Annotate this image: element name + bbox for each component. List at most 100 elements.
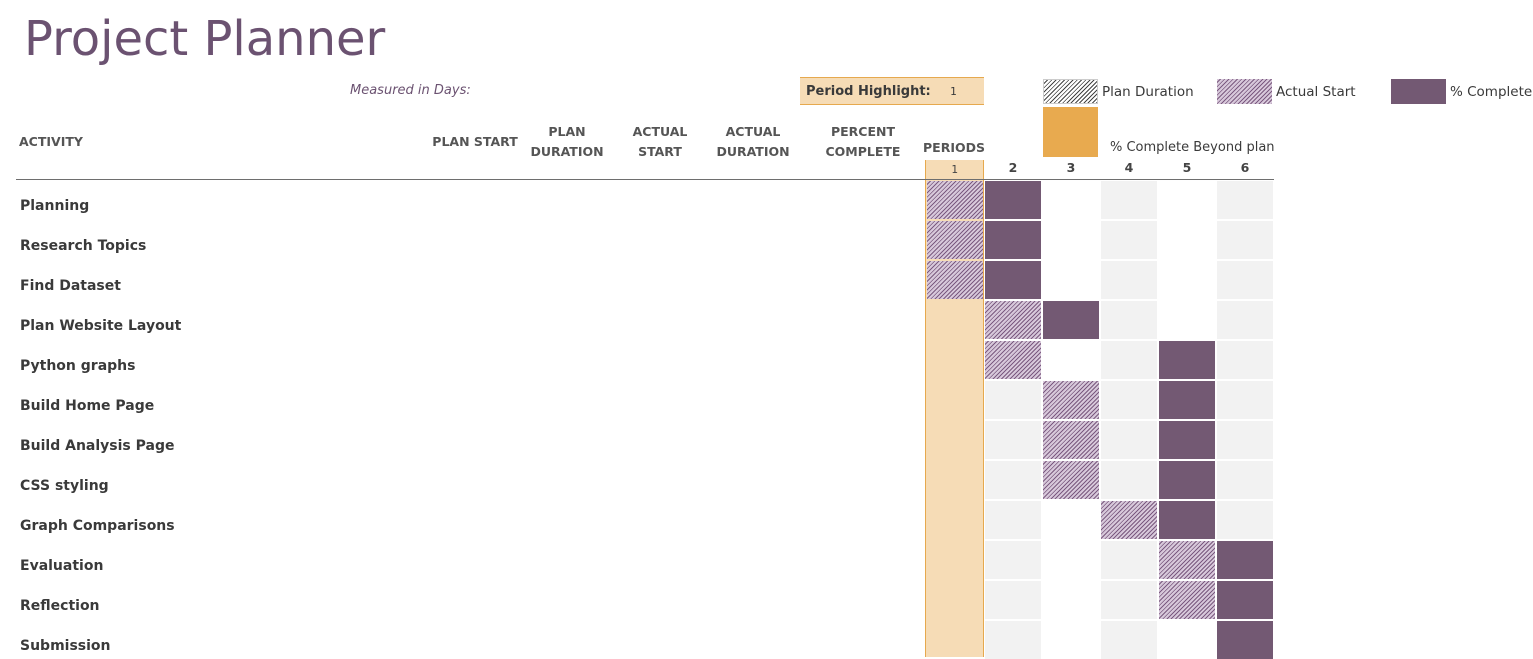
gantt-cell-actual — [1043, 381, 1099, 419]
activity-label: Evaluation — [20, 558, 104, 574]
period-number-2: 2 — [1008, 160, 1018, 175]
gantt-cell-empty — [1159, 301, 1215, 339]
gantt-cell-empty — [1101, 461, 1157, 499]
activity-label: Graph Comparisons — [20, 518, 175, 534]
gantt-cell-complete — [1217, 581, 1273, 619]
gantt-cell-empty — [985, 501, 1041, 539]
gantt-cell-empty — [1159, 621, 1215, 659]
gantt-cell-actual — [1159, 581, 1215, 619]
gantt-cell-empty — [1043, 221, 1099, 259]
period-number-5: 5 — [1182, 160, 1192, 175]
gantt-cell-complete — [985, 261, 1041, 299]
gantt-cell-empty — [1043, 501, 1099, 539]
percent-complete-swatch — [1391, 79, 1446, 104]
gantt-cell-empty — [1217, 381, 1273, 419]
period-number-3: 3 — [1066, 160, 1076, 175]
legend-actual-start: Actual Start — [1276, 84, 1356, 100]
gantt-cell-actual — [927, 261, 983, 299]
gantt-cell-empty — [1101, 541, 1157, 579]
gantt-cell-complete — [1217, 541, 1273, 579]
gantt-cell-empty — [1217, 421, 1273, 459]
gantt-cell-empty — [1043, 581, 1099, 619]
gantt-cell-empty — [1043, 261, 1099, 299]
gantt-cell-empty — [1159, 221, 1215, 259]
col-actual-duration: ACTUAL DURATION — [708, 122, 798, 162]
gantt-cell-empty — [985, 621, 1041, 659]
page-title: Project Planner — [24, 11, 386, 67]
highlight-period-column — [925, 180, 984, 657]
col-activity: ACTIVITY — [19, 134, 83, 149]
gantt-cell-empty — [1101, 581, 1157, 619]
gantt-cell-actual — [1101, 501, 1157, 539]
col-actual-start: ACTUAL START — [615, 122, 705, 162]
activity-label: Submission — [20, 638, 111, 654]
gantt-cell-empty — [1101, 341, 1157, 379]
gantt-cell-empty — [985, 461, 1041, 499]
gantt-cell-empty — [985, 421, 1041, 459]
col-plan-start: PLAN START — [432, 134, 518, 149]
gantt-cell-empty — [1043, 541, 1099, 579]
activity-label: Research Topics — [20, 238, 147, 254]
gantt-cell-actual — [927, 221, 983, 259]
gantt-cell-empty — [1101, 261, 1157, 299]
legend-plan-duration: Plan Duration — [1102, 84, 1194, 100]
gantt-cell-complete — [1217, 621, 1273, 659]
activity-label: Build Home Page — [20, 398, 155, 414]
gantt-cell-empty — [1101, 621, 1157, 659]
col-percent-complete: PERCENT COMPLETE — [818, 122, 908, 162]
gantt-cell-empty — [985, 541, 1041, 579]
gantt-cell-complete — [1159, 381, 1215, 419]
col-actual-start-line2: START — [638, 144, 682, 159]
gantt-cell-complete — [1159, 421, 1215, 459]
gantt-cell-actual — [927, 181, 983, 219]
col-actual-start-line1: ACTUAL — [632, 124, 688, 139]
plan-duration-swatch — [1043, 79, 1098, 104]
activity-label: Planning — [20, 198, 90, 214]
gantt-cell-complete — [1159, 341, 1215, 379]
gantt-cell-empty — [1043, 341, 1099, 379]
gantt-cell-empty — [985, 381, 1041, 419]
activity-label: Plan Website Layout — [20, 318, 182, 334]
col-actual-duration-line2: DURATION — [716, 144, 790, 159]
activity-label: CSS styling — [20, 478, 109, 494]
gantt-cell-complete — [1159, 501, 1215, 539]
activity-label: Python graphs — [20, 358, 136, 374]
legend-beyond-plan: % Complete Beyond plan — [1110, 140, 1275, 155]
gantt-cell-empty — [1101, 421, 1157, 459]
activity-label: Build Analysis Page — [20, 438, 175, 454]
gantt-cell-complete — [985, 221, 1041, 259]
gantt-cell-complete — [1159, 461, 1215, 499]
gantt-cell-empty — [1217, 261, 1273, 299]
gantt-cell-empty — [1217, 461, 1273, 499]
period-number-4: 4 — [1124, 160, 1134, 175]
gantt-cell-actual — [1043, 421, 1099, 459]
actual-start-swatch — [1217, 79, 1272, 104]
gantt-cell-empty — [1217, 181, 1273, 219]
gantt-cell-complete — [1043, 301, 1099, 339]
gantt-cell-empty — [1159, 261, 1215, 299]
col-plan-duration-line1: PLAN — [548, 124, 586, 139]
gantt-cell-actual — [1043, 461, 1099, 499]
period-highlight-value[interactable]: 1 — [950, 85, 957, 98]
activity-label: Reflection — [20, 598, 100, 614]
col-percent-complete-line1: PERCENT — [830, 124, 896, 139]
period-highlight-label: Period Highlight: — [806, 84, 931, 99]
col-percent-complete-line2: COMPLETE — [825, 144, 901, 159]
gantt-cell-empty — [1217, 341, 1273, 379]
gantt-cell-empty — [1043, 621, 1099, 659]
gantt-cell-empty — [1217, 301, 1273, 339]
gantt-cell-empty — [1101, 381, 1157, 419]
gantt-cell-actual — [1159, 541, 1215, 579]
gantt-cell-complete — [985, 181, 1041, 219]
col-actual-duration-line1: ACTUAL — [725, 124, 781, 139]
gantt-cell-empty — [1101, 221, 1157, 259]
beyond-plan-swatch — [1043, 107, 1098, 157]
period-number-6: 6 — [1240, 160, 1250, 175]
period-highlight-field[interactable]: Period Highlight: 1 — [800, 77, 984, 105]
measured-in-label: Measured in Days: — [350, 83, 471, 98]
gantt-cell-empty — [1043, 181, 1099, 219]
gantt-cell-actual — [985, 341, 1041, 379]
gantt-cell-empty — [1217, 501, 1273, 539]
col-periods: PERIODS — [923, 140, 985, 155]
activity-label: Find Dataset — [20, 278, 121, 294]
